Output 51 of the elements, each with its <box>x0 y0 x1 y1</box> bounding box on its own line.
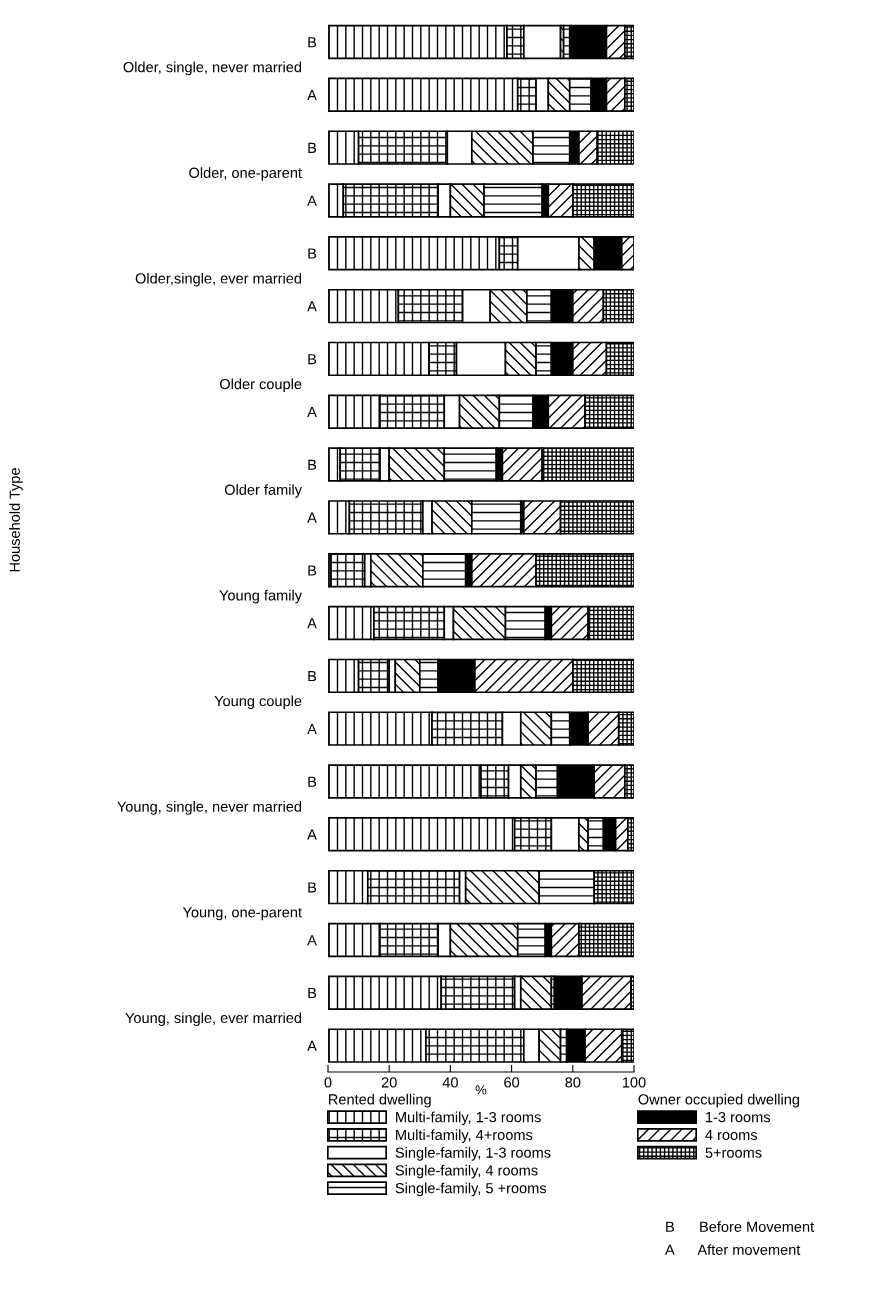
y-tick-label: A <box>307 90 317 101</box>
text: Young family <box>219 589 302 604</box>
y-tick-label: A <box>307 301 317 312</box>
x-tick-label: 40 <box>442 1077 458 1088</box>
y-tick-label: B <box>308 459 317 470</box>
y-tick-label: A <box>307 406 317 418</box>
y-tick-label: B <box>308 671 317 682</box>
legend-label: 4 rooms <box>705 1129 758 1141</box>
text: Older,single, ever married <box>135 272 302 287</box>
x-tick-label: 60 <box>504 1077 520 1088</box>
y-tick-label: B <box>308 354 317 365</box>
y-tick-label: A <box>307 829 317 840</box>
y-tick-label: A <box>307 195 317 206</box>
legend-label: Single-family, 4 rooms <box>395 1164 538 1179</box>
text: B Before Movement <box>666 1221 815 1232</box>
y-tick-label: B <box>308 142 317 153</box>
text: Owner occupied dwelling <box>638 1093 800 1108</box>
bar <box>330 552 366 588</box>
x-tick-label: 100 <box>622 1077 646 1088</box>
text: Young couple <box>214 695 302 710</box>
y-tick-label: B <box>308 37 317 48</box>
legend-label: 1-3 rooms <box>706 1111 771 1123</box>
y-tick-label: A <box>307 1040 317 1051</box>
x-tick-label: 20 <box>381 1077 397 1088</box>
x-axis-title: % <box>475 1085 487 1095</box>
y-tick-label: A <box>307 512 317 523</box>
text: Older family <box>224 484 302 498</box>
text: Household Type <box>9 468 23 572</box>
text: Rented dwelling <box>329 1093 431 1108</box>
y-tick-label: A <box>307 723 317 734</box>
y-tick-label: A <box>307 935 317 946</box>
y-tick-label: B <box>308 565 317 576</box>
text: Young, single, never married <box>117 801 302 815</box>
legend-label: Multi-family, 1-3 rooms <box>396 1111 541 1126</box>
y-tick-label: B <box>308 988 317 999</box>
text: Older, one-parent <box>189 167 302 181</box>
legend-label: Single-family, 1-3 rooms <box>395 1147 551 1161</box>
text: Young, one-parent <box>182 907 302 921</box>
y-tick-label: A <box>307 618 317 629</box>
y-tick-label: B <box>308 248 317 259</box>
text: Older, single, never married <box>123 61 302 76</box>
legend-label: Multi-family, 4+rooms <box>396 1129 533 1143</box>
y-tick-label: B <box>308 882 317 893</box>
x-tick-label: 80 <box>565 1077 581 1088</box>
text: Young, single, ever married <box>125 1012 302 1026</box>
text: Older couple <box>220 378 302 393</box>
text: A After movement <box>665 1244 801 1255</box>
legend-label: Single-family, 5 +rooms <box>395 1182 547 1197</box>
x-tick-label: 0 <box>324 1077 332 1088</box>
y-tick-label: B <box>308 776 317 787</box>
legend-label: 5+rooms <box>705 1147 762 1158</box>
